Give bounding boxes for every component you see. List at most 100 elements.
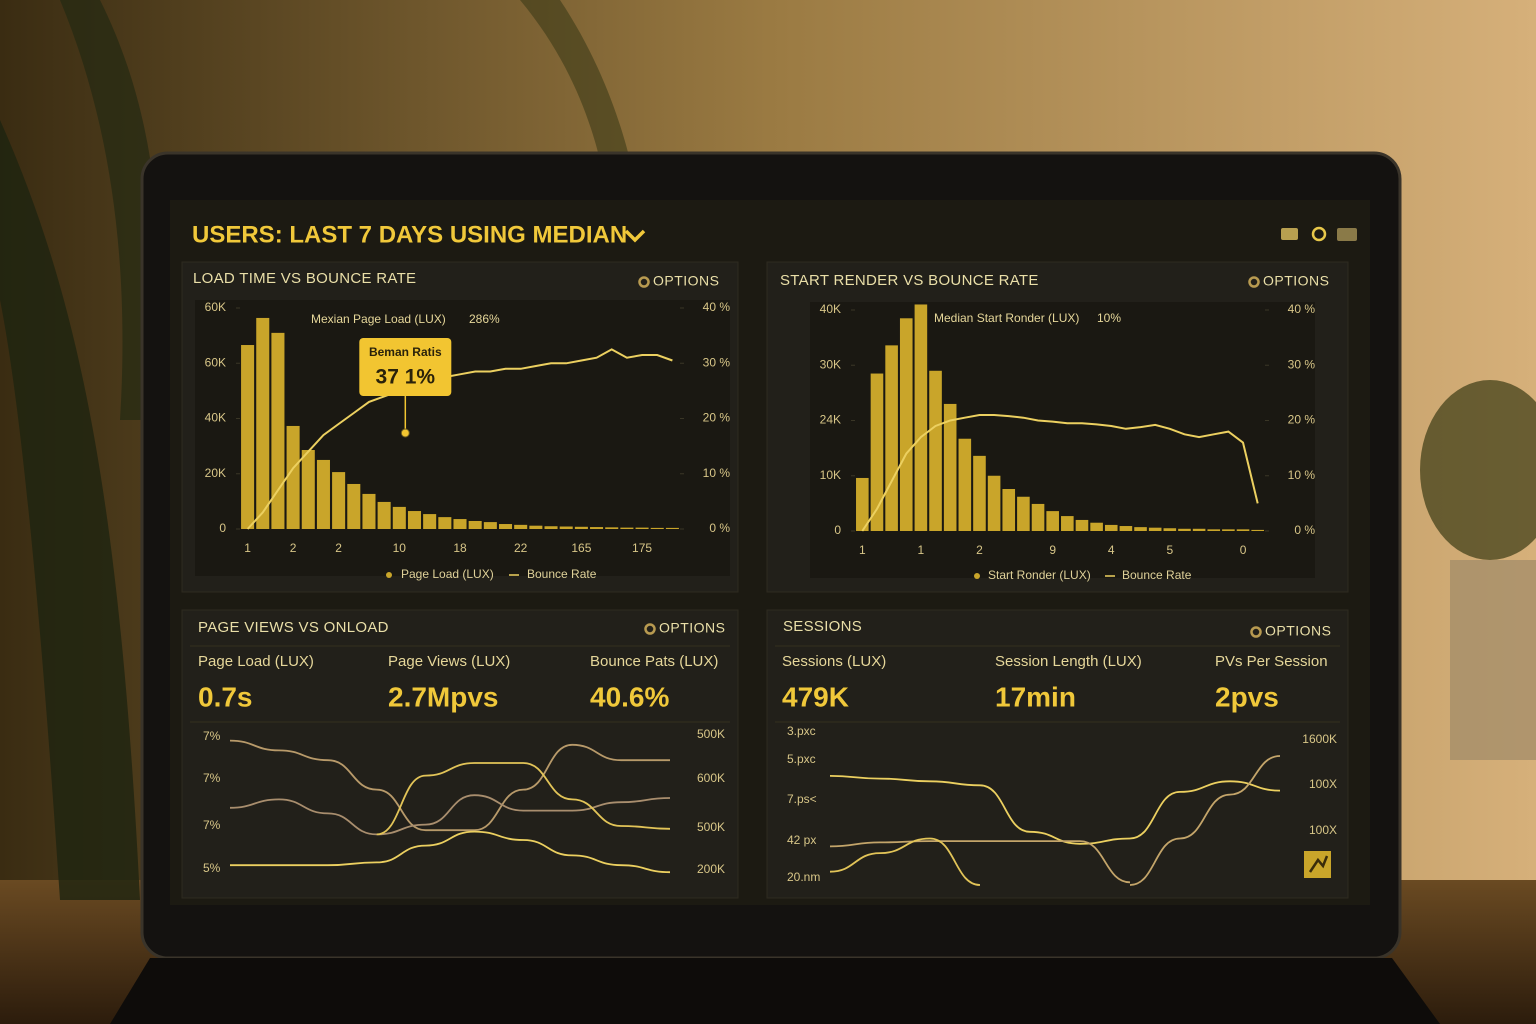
bounce-line — [861, 414, 1259, 532]
legend-label: Bounce Rate — [527, 567, 597, 581]
y-tick-label: 40K — [820, 302, 841, 316]
x-tick-label: 9 — [1049, 543, 1056, 557]
y-axis-label: 3.pxc — [787, 724, 816, 738]
y-axis-label: 7% — [203, 729, 221, 743]
panel — [766, 609, 1349, 899]
options-button[interactable]: OPTIONS — [653, 273, 720, 289]
plant-right — [1420, 380, 1536, 560]
options-icon[interactable] — [1250, 626, 1262, 638]
y-axis-label: 7% — [203, 818, 221, 832]
x-tick-label: 2 — [335, 541, 342, 555]
panel-title: PAGE VIEWS VS ONLOAD — [198, 619, 389, 636]
series-line — [229, 739, 670, 832]
corner-icon-glyph — [1308, 855, 1329, 873]
bar — [407, 511, 422, 529]
x-tick-label: 165 — [571, 541, 591, 555]
tooltip-point — [400, 428, 410, 438]
x-tick-label: 1 — [918, 543, 925, 557]
bar — [1163, 528, 1177, 531]
bar — [987, 475, 1001, 531]
bar — [529, 525, 543, 529]
y-axis-label: 42 px — [787, 833, 816, 847]
annotation: Mexian Page Load (LUX) — [311, 312, 446, 326]
options-icon[interactable] — [644, 623, 656, 635]
y2-tick-label: 20 % — [703, 411, 731, 425]
y-tick-label: 60K — [205, 355, 226, 369]
options-button[interactable]: OPTIONS — [1265, 623, 1332, 639]
x-tick-label: 2 — [976, 543, 983, 557]
bar — [1104, 524, 1118, 531]
bar — [1251, 529, 1264, 531]
y2-axis-label: 100X — [1309, 823, 1337, 837]
bar — [1222, 529, 1235, 531]
bar — [1031, 503, 1045, 531]
metric-label: Page Load (LUX) — [198, 653, 314, 670]
y2-tick-label: 0 % — [1294, 523, 1315, 537]
series-line — [376, 762, 671, 836]
x-tick-label: 175 — [632, 541, 652, 555]
metric-value: 40.6% — [590, 681, 669, 712]
bar — [256, 317, 270, 529]
series-line — [1129, 755, 1281, 886]
panel-title: LOAD TIME VS BOUNCE RATE — [193, 270, 416, 287]
options-button[interactable]: OPTIONS — [659, 620, 726, 636]
bar — [1002, 489, 1016, 531]
y-tick-label: 20K — [205, 466, 226, 480]
icon-monitor[interactable] — [1281, 228, 1298, 240]
icon-circle[interactable] — [1311, 226, 1327, 242]
metric-value: 17min — [995, 681, 1076, 712]
bar — [544, 526, 558, 529]
series-line — [829, 837, 981, 886]
y2-tick-label: 10 % — [1288, 468, 1316, 482]
panel-title: START RENDER VS BOUNCE RATE — [780, 272, 1039, 289]
bar — [620, 527, 634, 529]
options-icon[interactable] — [638, 276, 650, 288]
pot — [1450, 560, 1536, 760]
x-tick-label: 18 — [453, 541, 467, 555]
corner-icon[interactable] — [1304, 851, 1331, 878]
metric-value: 2pvs — [1215, 681, 1279, 712]
bar — [1075, 519, 1089, 531]
y2-tick-label: 20 % — [1288, 413, 1316, 427]
bounce-line — [246, 348, 673, 530]
plant-leaf — [0, 120, 140, 900]
bar — [650, 527, 664, 529]
y2-tick-label: 40 % — [1288, 302, 1316, 316]
bar — [1119, 526, 1133, 531]
bar — [438, 517, 452, 529]
series-line — [229, 794, 671, 836]
y-axis-label: 20.nm — [787, 870, 820, 884]
y2-tick-label: 0 % — [709, 521, 730, 535]
title-dropdown[interactable] — [624, 229, 646, 243]
metric-label: Bounce Pats (LUX) — [590, 653, 718, 670]
x-tick-label: 4 — [1108, 543, 1115, 557]
panels: LOAD TIME VS BOUNCE RATE OPTIONS 0 20K 40K 60… — [181, 261, 1349, 899]
bar — [347, 483, 361, 529]
bar — [1090, 522, 1103, 531]
bar — [1178, 528, 1191, 531]
y-axis-label: 5% — [203, 861, 221, 875]
y2-axis-label: 500K — [697, 820, 725, 834]
panel-title: SESSIONS — [783, 618, 862, 635]
y-axis-label: 7% — [203, 771, 221, 785]
legend-label: Page Load (LUX) — [401, 567, 494, 581]
options-icon[interactable] — [1248, 276, 1260, 288]
icon-window[interactable] — [1337, 228, 1357, 241]
y2-tick-label: 30 % — [1288, 357, 1316, 371]
annotation: Median Start Ronder (LUX) — [934, 311, 1079, 325]
options-button[interactable]: OPTIONS — [1263, 273, 1330, 289]
series-line — [829, 775, 1281, 845]
metric-value: 2.7Mpvs — [388, 681, 499, 712]
plant-leaf — [520, 0, 630, 160]
bar — [973, 455, 986, 531]
bar — [362, 493, 376, 529]
bar — [1017, 496, 1030, 531]
x-tick-label: 2 — [290, 541, 297, 555]
bar — [301, 449, 315, 529]
x-tick-label: 22 — [514, 541, 528, 555]
legend-dot — [974, 573, 980, 579]
bar — [286, 425, 300, 529]
y-axis-label: 5.pxc — [787, 752, 816, 766]
y2-axis-label: 600K — [697, 771, 725, 785]
metric-label: PVs Per Session — [1215, 653, 1328, 670]
